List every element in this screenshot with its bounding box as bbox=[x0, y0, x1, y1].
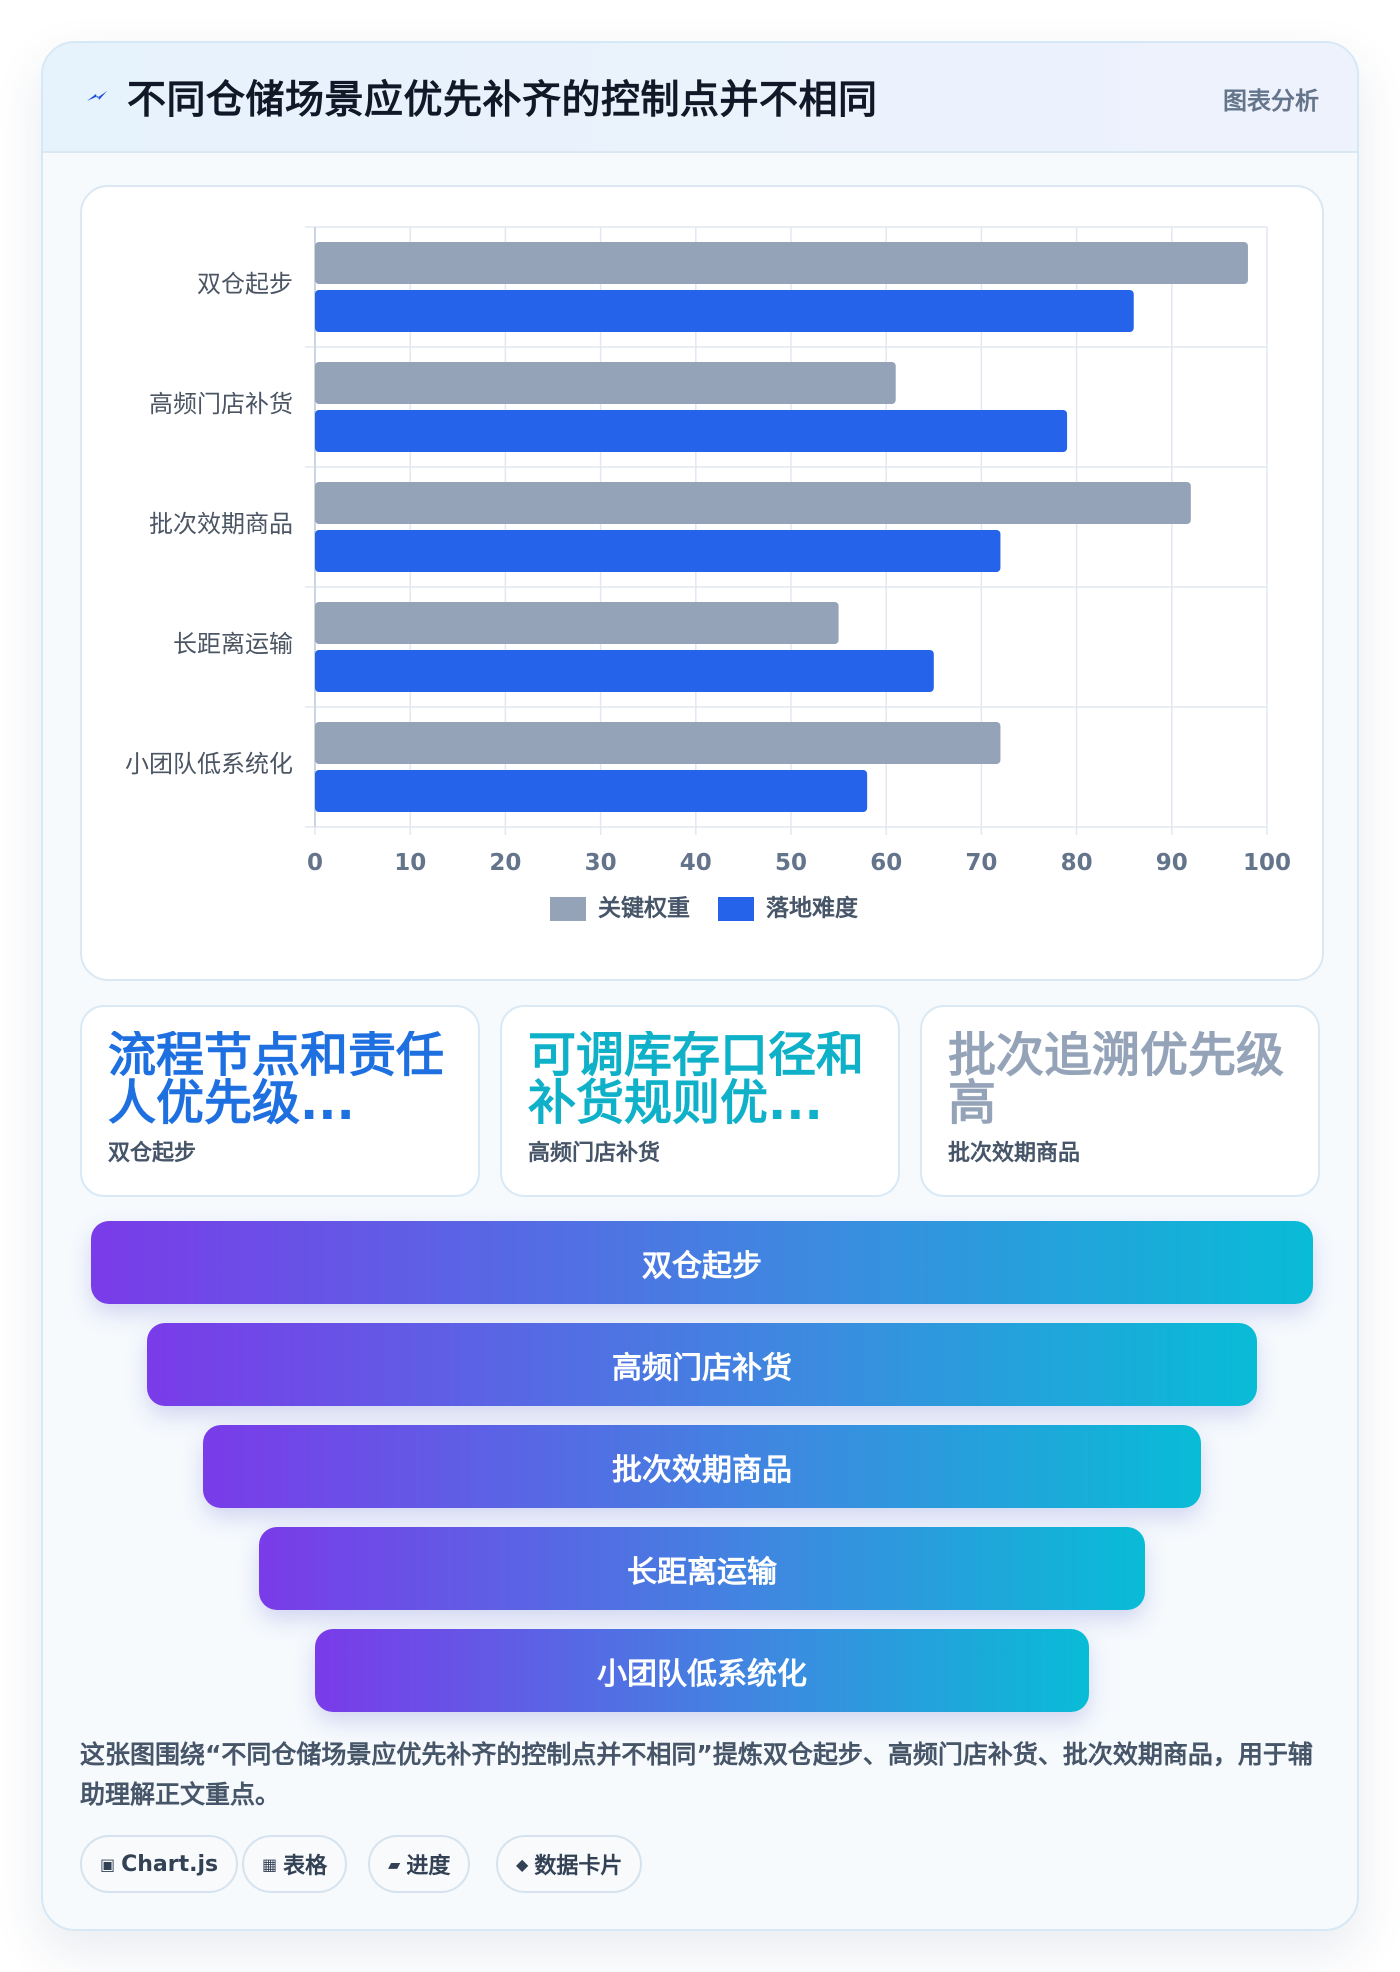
table-icon: ▦ bbox=[262, 1854, 278, 1874]
y-tick-label: 双仓起步 bbox=[197, 270, 293, 298]
funnel-stage: 双仓起步 bbox=[91, 1221, 1313, 1304]
pill-table[interactable]: ▦ 表格 bbox=[242, 1835, 348, 1893]
bar bbox=[315, 530, 1001, 572]
stat-value: 流程节点和责任人优先级... bbox=[108, 1031, 445, 1127]
lightning-icon bbox=[87, 91, 107, 101]
legend-label: 落地难度 bbox=[766, 895, 859, 922]
bar-chart: 0 10 20 30 40 50 60 70 80 90 100 双仓起步高频门店补货批次效期商品长距… bbox=[125, 226, 1291, 922]
stat-card: 批次追溯优先级高 批次效期商品 bbox=[920, 1005, 1320, 1197]
stat-card: 流程节点和责任人优先级... 双仓起步 bbox=[80, 1005, 480, 1197]
y-tick-label: 小团队低系统化 bbox=[125, 750, 293, 778]
pill-chartjs[interactable]: ▣ Chart.js bbox=[80, 1835, 239, 1893]
bar bbox=[315, 242, 1248, 284]
x-tick-label: 20 bbox=[489, 850, 521, 876]
x-tick-label: 50 bbox=[775, 850, 807, 876]
x-tick-label: 60 bbox=[870, 850, 902, 876]
chart-panel: 0 10 20 30 40 50 60 70 80 90 100 双仓起步高频门店补货 批次效期商品长距… bbox=[80, 185, 1324, 981]
funnel-stage: 小团队低系统化 bbox=[315, 1629, 1089, 1712]
pill-data-card[interactable]: ◆ 数据卡片 bbox=[496, 1835, 643, 1893]
x-tick-label: 30 bbox=[585, 850, 617, 876]
legend-swatch bbox=[718, 897, 754, 921]
x-tick-label: 0 bbox=[307, 850, 323, 876]
pill-label: 数据卡片 bbox=[534, 1854, 623, 1879]
description: 这张图围绕“不同仓储场景应优先补齐的控制点并不相同”提炼双仓起步、高频门店补货、… bbox=[80, 1740, 1313, 1809]
bar bbox=[315, 722, 1001, 764]
bar bbox=[315, 650, 934, 692]
stat-label: 高频门店补货 bbox=[528, 1141, 661, 1166]
chart-icon: ▣ bbox=[100, 1854, 116, 1874]
bar bbox=[315, 362, 896, 404]
header-tag: 图表分析 bbox=[1223, 87, 1319, 115]
funnel-stage: 长距离运输 bbox=[259, 1527, 1145, 1610]
card-header: 不同仓储场景应优先补齐的控制点并不相同 图表分析 bbox=[43, 43, 1357, 153]
stat-label: 双仓起步 bbox=[108, 1141, 197, 1166]
x-tick-label: 40 bbox=[680, 850, 712, 876]
x-tick-label: 90 bbox=[1156, 850, 1188, 876]
pill-label: Chart.js bbox=[121, 1851, 219, 1877]
bar bbox=[315, 770, 868, 812]
diamond-icon: ◆ bbox=[516, 1854, 529, 1874]
legend-label: 关键权重 bbox=[598, 895, 690, 922]
bar bbox=[315, 290, 1134, 332]
bar bbox=[315, 410, 1068, 452]
stat-cards: 流程节点和责任人优先级... 双仓起步 可调库存口径和补货规则优... 高频门店… bbox=[80, 1005, 1324, 1197]
page-title: 不同仓储场景应优先补齐的控制点并不相同 bbox=[127, 78, 878, 123]
y-tick-label: 高频门店补货 bbox=[149, 390, 293, 418]
pill-label: 进度 bbox=[406, 1854, 451, 1879]
stat-value: 可调库存口径和补货规则优... bbox=[528, 1031, 865, 1127]
progress-icon: ▰ bbox=[388, 1854, 401, 1874]
funnel-stage: 批次效期商品 bbox=[203, 1425, 1201, 1508]
funnel-stage: 高频门店补货 bbox=[147, 1323, 1257, 1406]
stat-card: 可调库存口径和补货规则优... 高频门店补货 bbox=[500, 1005, 900, 1197]
y-tick-label: 长距离运输 bbox=[173, 630, 293, 658]
x-tick-label: 100 bbox=[1243, 850, 1291, 876]
stat-label: 批次效期商品 bbox=[948, 1141, 1081, 1166]
x-tick-label: 70 bbox=[965, 850, 997, 876]
bar bbox=[315, 602, 839, 644]
x-tick-label: 80 bbox=[1061, 850, 1093, 876]
pill-progress[interactable]: ▰ 进度 bbox=[368, 1835, 471, 1893]
bar bbox=[315, 482, 1191, 524]
chart-card: 不同仓储场景应优先补齐的控制点并不相同 图表分析 0 10 20 30 40 50 60 70… bbox=[41, 41, 1359, 1931]
stat-value: 批次追溯优先级高 bbox=[948, 1031, 1285, 1127]
y-tick-label: 批次效期商品 bbox=[149, 510, 293, 538]
x-tick-label: 10 bbox=[394, 850, 426, 876]
legend-swatch bbox=[550, 897, 586, 921]
pill-label: 表格 bbox=[283, 1854, 328, 1879]
